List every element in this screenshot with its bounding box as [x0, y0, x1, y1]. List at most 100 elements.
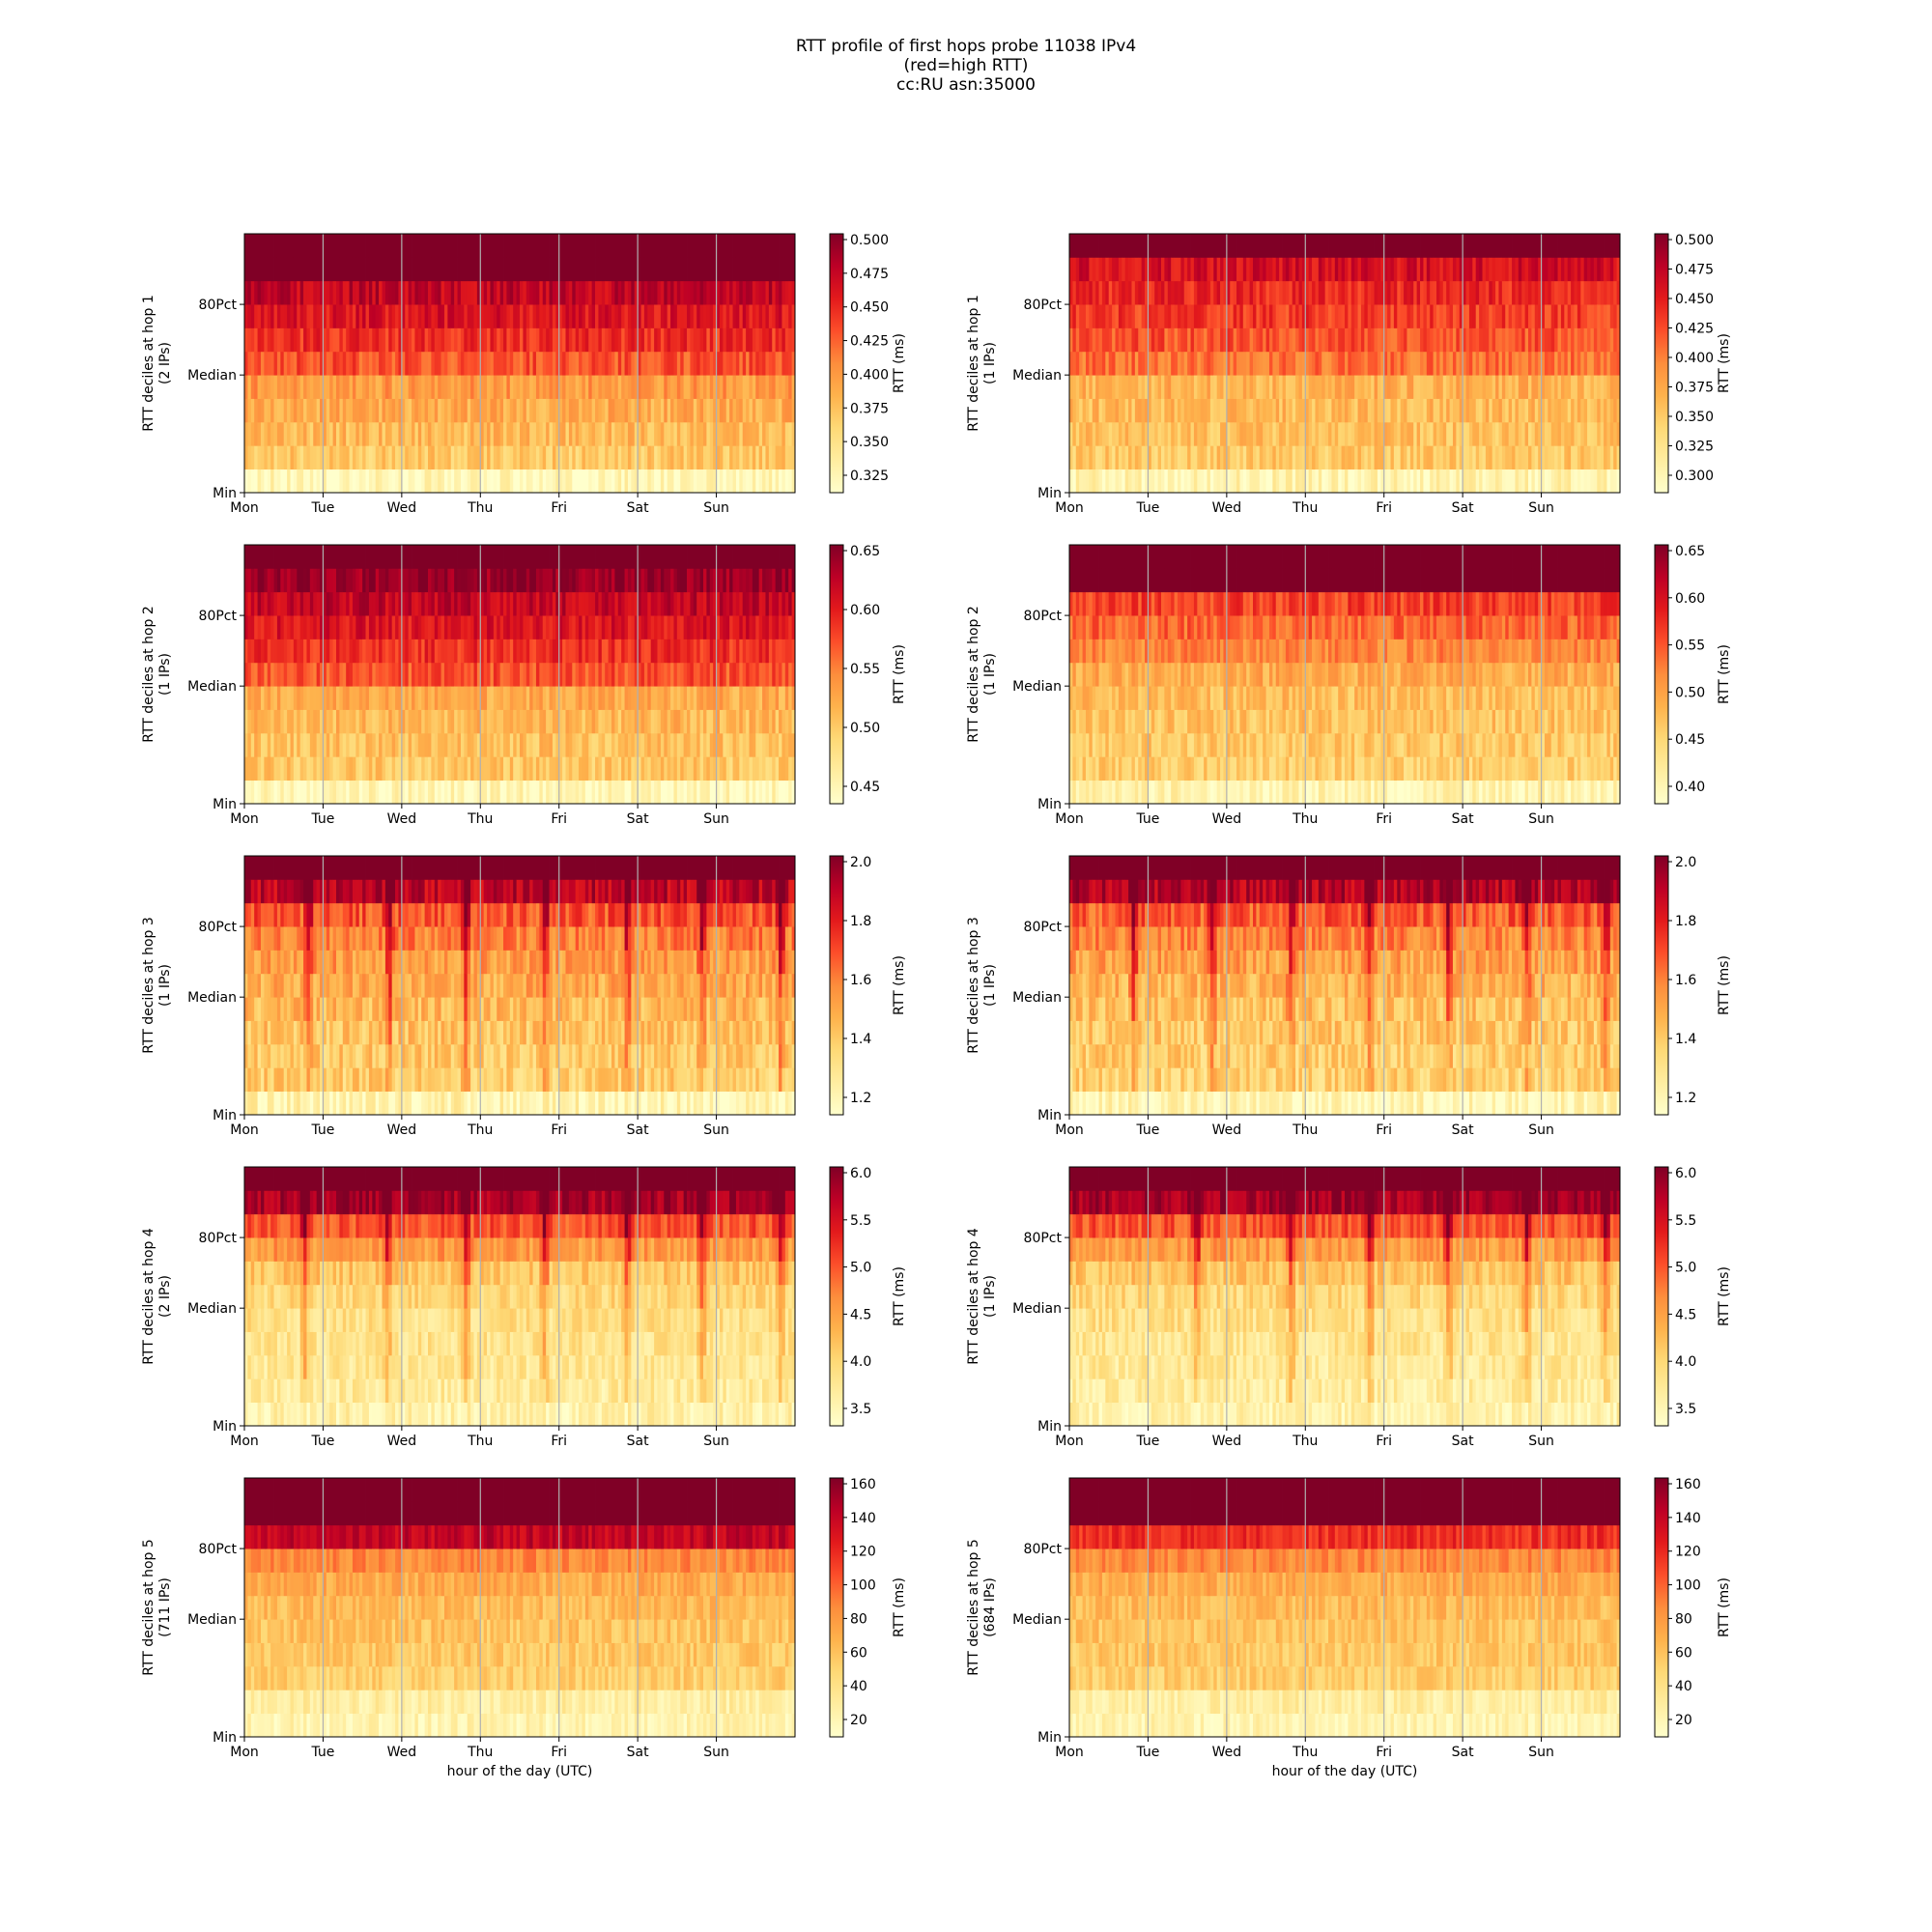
- heatmap-cell: [526, 351, 530, 376]
- heatmap-cell: [365, 568, 370, 593]
- heatmap-cell: [1485, 375, 1490, 399]
- heatmap-cell: [244, 375, 248, 399]
- heatmap-cell: [657, 375, 662, 399]
- heatmap-cell: [480, 686, 485, 710]
- heatmap-cell: [401, 615, 406, 639]
- heatmap-cell: [299, 662, 304, 687]
- heatmap-cell: [499, 304, 504, 328]
- heatmap-cell: [244, 568, 248, 593]
- heatmap-cell: [1518, 280, 1522, 305]
- heatmap-cell: [598, 780, 603, 805]
- heatmap-cell: [1069, 351, 1073, 376]
- heatmap-cell: [654, 469, 658, 494]
- heatmap-cell: [476, 568, 481, 593]
- heatmap-cell: [1564, 234, 1569, 258]
- heatmap-cell: [1357, 375, 1362, 399]
- heatmap-cell: [1485, 445, 1490, 470]
- heatmap-cell: [303, 780, 307, 805]
- heatmap-cell: [575, 234, 580, 258]
- heatmap-cell: [1426, 304, 1431, 328]
- heatmap-cell: [421, 662, 425, 687]
- heatmap-cell: [558, 445, 563, 470]
- heatmap-cell: [601, 234, 606, 258]
- heatmap-cell: [438, 545, 441, 569]
- heatmap-cell: [434, 568, 439, 593]
- heatmap-cell: [1485, 421, 1490, 446]
- heatmap-cell: [1305, 257, 1310, 282]
- heatmap-cell: [716, 375, 721, 399]
- heatmap-cell: [601, 421, 606, 446]
- heatmap-cell: [428, 234, 432, 258]
- heatmap-cell: [260, 591, 265, 616]
- heatmap-cell: [412, 327, 415, 353]
- heatmap-cell: [1101, 327, 1106, 353]
- heatmap-cell: [631, 234, 636, 258]
- heatmap-cell: [1505, 445, 1510, 470]
- heatmap-cell: [1112, 469, 1116, 494]
- colorbar-tick-label: 0.450: [850, 300, 889, 316]
- heatmap-cell: [405, 709, 410, 734]
- heatmap-cell: [1226, 421, 1231, 446]
- heatmap-cell: [1334, 351, 1339, 376]
- heatmap-cell: [398, 591, 403, 616]
- heatmap-cell: [647, 234, 652, 258]
- heatmap-cell: [1397, 257, 1402, 282]
- heatmap-cell: [1364, 257, 1369, 282]
- heatmap-cell: [320, 327, 324, 353]
- heatmap-cell: [558, 615, 563, 639]
- heatmap-cell: [1377, 469, 1381, 494]
- heatmap-cell: [434, 234, 439, 258]
- heatmap-cell: [1600, 421, 1605, 446]
- heatmap-cell: [1449, 351, 1454, 376]
- heatmap-cell: [454, 304, 458, 328]
- heatmap-cell: [339, 327, 344, 353]
- heatmap-cell: [1380, 327, 1385, 353]
- heatmap-cell: [539, 686, 544, 710]
- heatmap-cell: [667, 234, 671, 258]
- heatmap-cell: [1446, 280, 1450, 305]
- heatmap-cell: [326, 545, 330, 569]
- heatmap-cell: [1157, 375, 1162, 399]
- heatmap-cell: [762, 375, 766, 399]
- heatmap-cell: [584, 686, 589, 710]
- heatmap-cell: [1406, 234, 1411, 258]
- heatmap-cell: [516, 545, 521, 569]
- heatmap-cell: [582, 469, 586, 494]
- heatmap-cell: [362, 662, 366, 687]
- heatmap-cell: [257, 709, 262, 734]
- heatmap-cell: [1449, 327, 1454, 353]
- heatmap-cell: [297, 780, 301, 805]
- heatmap-cell: [372, 732, 377, 757]
- heatmap-cell: [1600, 280, 1605, 305]
- heatmap-cell: [1223, 445, 1228, 470]
- heatmap-cell: [601, 257, 606, 282]
- heatmap-cell: [1341, 375, 1346, 399]
- heatmap-cell: [699, 234, 704, 258]
- heatmap-cell: [428, 732, 432, 757]
- heatmap-cell: [483, 327, 488, 353]
- heatmap-cell: [1230, 469, 1235, 494]
- heatmap-cell: [1305, 398, 1310, 423]
- heatmap-cell: [1164, 421, 1169, 446]
- heatmap-cell: [244, 351, 248, 376]
- heatmap-cell: [244, 469, 248, 494]
- heatmap-cell: [732, 445, 737, 470]
- heatmap-cell: [1409, 469, 1414, 494]
- heatmap-cell: [388, 234, 393, 258]
- heatmap-cell: [1479, 327, 1483, 353]
- heatmap-cell: [713, 398, 717, 423]
- heatmap-cell: [657, 421, 662, 446]
- heatmap-cell: [654, 445, 658, 470]
- heatmap-cell: [382, 545, 386, 569]
- heatmap-cell: [1436, 234, 1440, 258]
- heatmap-cell: [299, 615, 304, 639]
- heatmap-cell: [1209, 445, 1214, 470]
- heatmap-cell: [1413, 375, 1418, 399]
- heatmap-cell: [1512, 445, 1516, 470]
- heatmap-cell: [732, 375, 737, 399]
- heatmap-cell: [1298, 421, 1303, 446]
- heatmap-cell: [526, 280, 530, 305]
- heatmap-cell: [401, 375, 406, 399]
- heatmap-cell: [428, 445, 432, 470]
- heatmap-cell: [247, 257, 252, 282]
